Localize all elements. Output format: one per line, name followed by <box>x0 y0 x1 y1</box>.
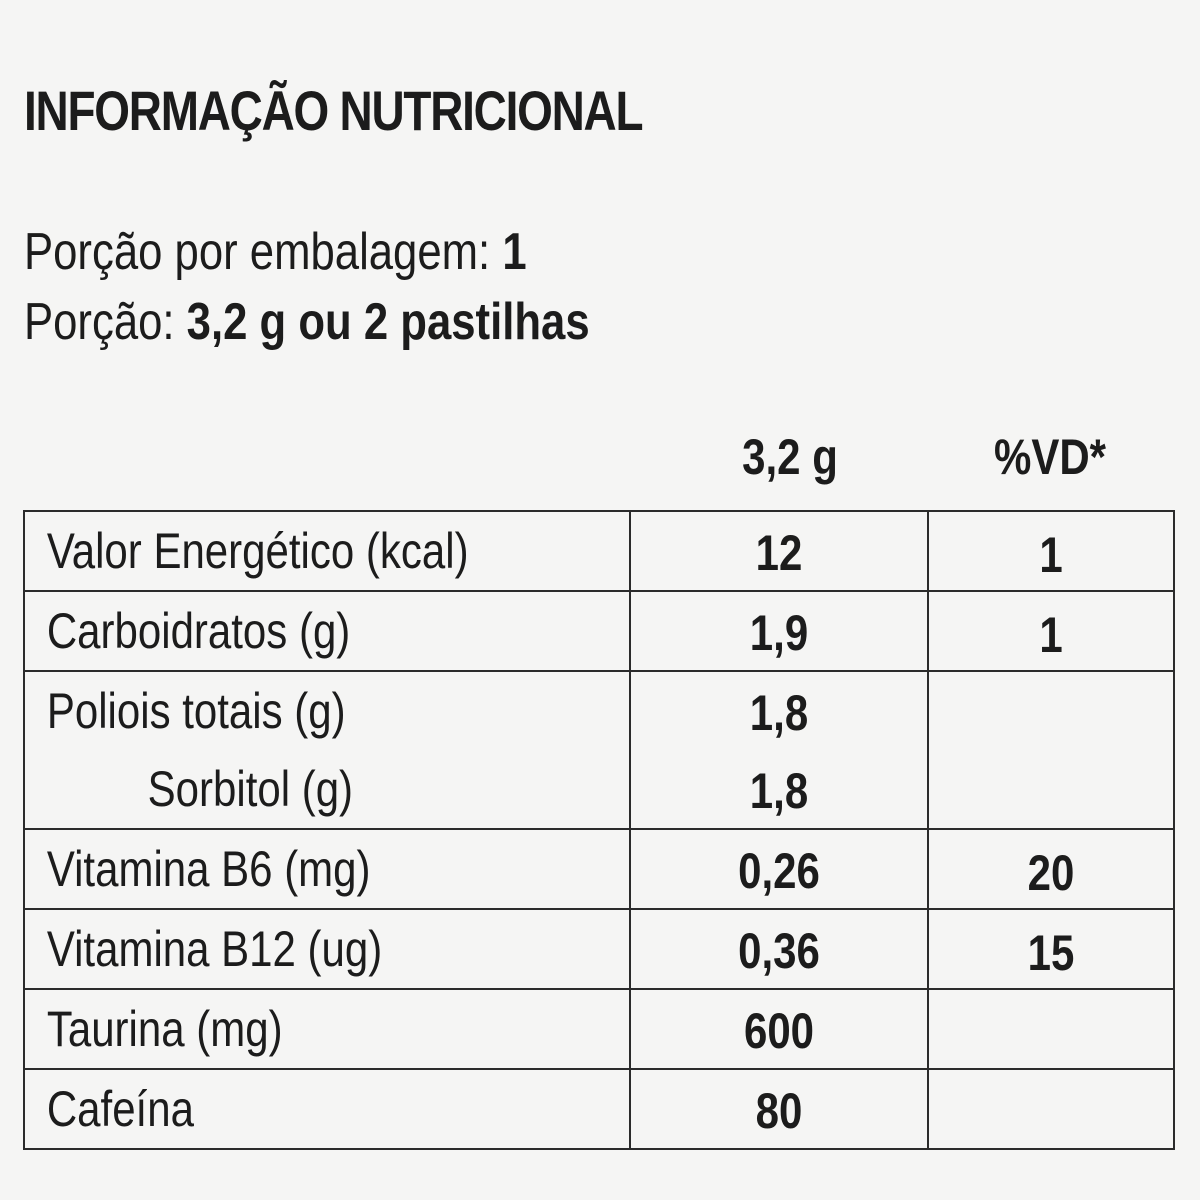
nutrient-dv-cell: 15 <box>927 908 1175 990</box>
nutrition-table: Valor Energético (kcal) 12 1 Carboidrato… <box>23 510 1175 1150</box>
portion-label: Porção: <box>24 293 187 351</box>
nutrient-amount-cell: 12 <box>629 510 929 592</box>
nutrient-amount: 0,36 <box>738 923 820 979</box>
nutrient-name: Valor Energético (kcal) <box>46 523 469 579</box>
nutrient-dv-cell <box>927 670 1175 830</box>
nutrient-amount: 12 <box>755 525 803 581</box>
table-row: Taurina (mg) 600 <box>23 988 1175 1070</box>
nutrient-amount: 600 <box>743 1003 815 1059</box>
portion-value: 3,2 g ou 2 pastilhas <box>186 293 590 351</box>
nutrient-name: Poliois totais (g) <box>46 683 346 739</box>
servings-per-package: Porção por embalagem: 1 <box>24 222 527 282</box>
nutrient-name-cell: Taurina (mg) <box>23 988 631 1070</box>
nutrient-name: Cafeína <box>46 1081 194 1137</box>
nutrient-name: Vitamina B6 (mg) <box>46 841 371 897</box>
nutrient-dv: 15 <box>1027 925 1075 981</box>
nutrient-amount-cell: 0,26 <box>629 828 929 910</box>
servings-per-package-value: 1 <box>502 223 527 281</box>
amount-column-header: 3,2 g <box>742 429 838 485</box>
nutrient-name: Taurina (mg) <box>46 1001 283 1057</box>
nutrient-dv-cell: 1 <box>927 510 1175 592</box>
nutrient-amount: 1,8 <box>749 685 809 741</box>
nutrient-dv <box>949 1070 1154 1148</box>
nutrient-amount-cell: 0,36 <box>629 908 929 990</box>
nutrient-name: Carboidratos (g) <box>46 603 351 659</box>
portion-size: Porção: 3,2 g ou 2 pastilhas <box>24 292 590 352</box>
table-row: Vitamina B12 (ug) 0,36 15 <box>23 908 1175 990</box>
nutrient-dv: 20 <box>1027 845 1075 901</box>
nutrient-amount: 0,26 <box>738 843 820 899</box>
nutrient-subamount: 1,8 <box>749 763 809 819</box>
nutrient-dv-cell: 20 <box>927 828 1175 910</box>
nutrient-subname: Sorbitol (g) <box>147 761 354 817</box>
nutrient-dv: 1 <box>1039 527 1063 583</box>
nutrient-name: Vitamina B12 (ug) <box>46 921 383 977</box>
daily-value-column-header: %VD* <box>993 429 1107 485</box>
nutrient-amount: 1,9 <box>749 605 809 661</box>
nutrient-amount-cell: 80 <box>629 1068 929 1150</box>
nutrition-title: INFORMAÇÃO NUTRICIONAL <box>24 79 644 142</box>
nutrient-dv-cell <box>927 988 1175 1070</box>
table-row: Poliois totais (g) Sorbitol (g) 1,8 1,8 <box>23 670 1175 830</box>
nutrient-dv-cell <box>927 1068 1175 1150</box>
table-row: Carboidratos (g) 1,9 1 <box>23 590 1175 672</box>
table-row: Vitamina B6 (mg) 0,26 20 <box>23 828 1175 910</box>
nutrient-dv <box>949 672 1154 750</box>
nutrient-name-cell: Vitamina B6 (mg) <box>23 828 631 910</box>
nutrient-name-cell: Carboidratos (g) <box>23 590 631 672</box>
nutrient-name-cell: Vitamina B12 (ug) <box>23 908 631 990</box>
table-row: Valor Energético (kcal) 12 1 <box>23 510 1175 592</box>
nutrient-dv-cell: 1 <box>927 590 1175 672</box>
nutrient-name-cell: Poliois totais (g) Sorbitol (g) <box>23 670 631 830</box>
nutrient-name-cell: Cafeína <box>23 1068 631 1150</box>
nutrient-dv: 1 <box>1039 607 1063 663</box>
nutrient-amount-cell: 600 <box>629 988 929 1070</box>
servings-per-package-label: Porção por embalagem: <box>24 223 503 281</box>
nutrient-subdv <box>949 750 1154 828</box>
nutrient-amount-cell: 1,9 <box>629 590 929 672</box>
nutrient-amount: 80 <box>755 1083 803 1139</box>
nutrient-name-cell: Valor Energético (kcal) <box>23 510 631 592</box>
nutrient-dv <box>949 990 1154 1068</box>
nutrient-amount-cell: 1,8 1,8 <box>629 670 929 830</box>
table-row: Cafeína 80 <box>23 1068 1175 1150</box>
